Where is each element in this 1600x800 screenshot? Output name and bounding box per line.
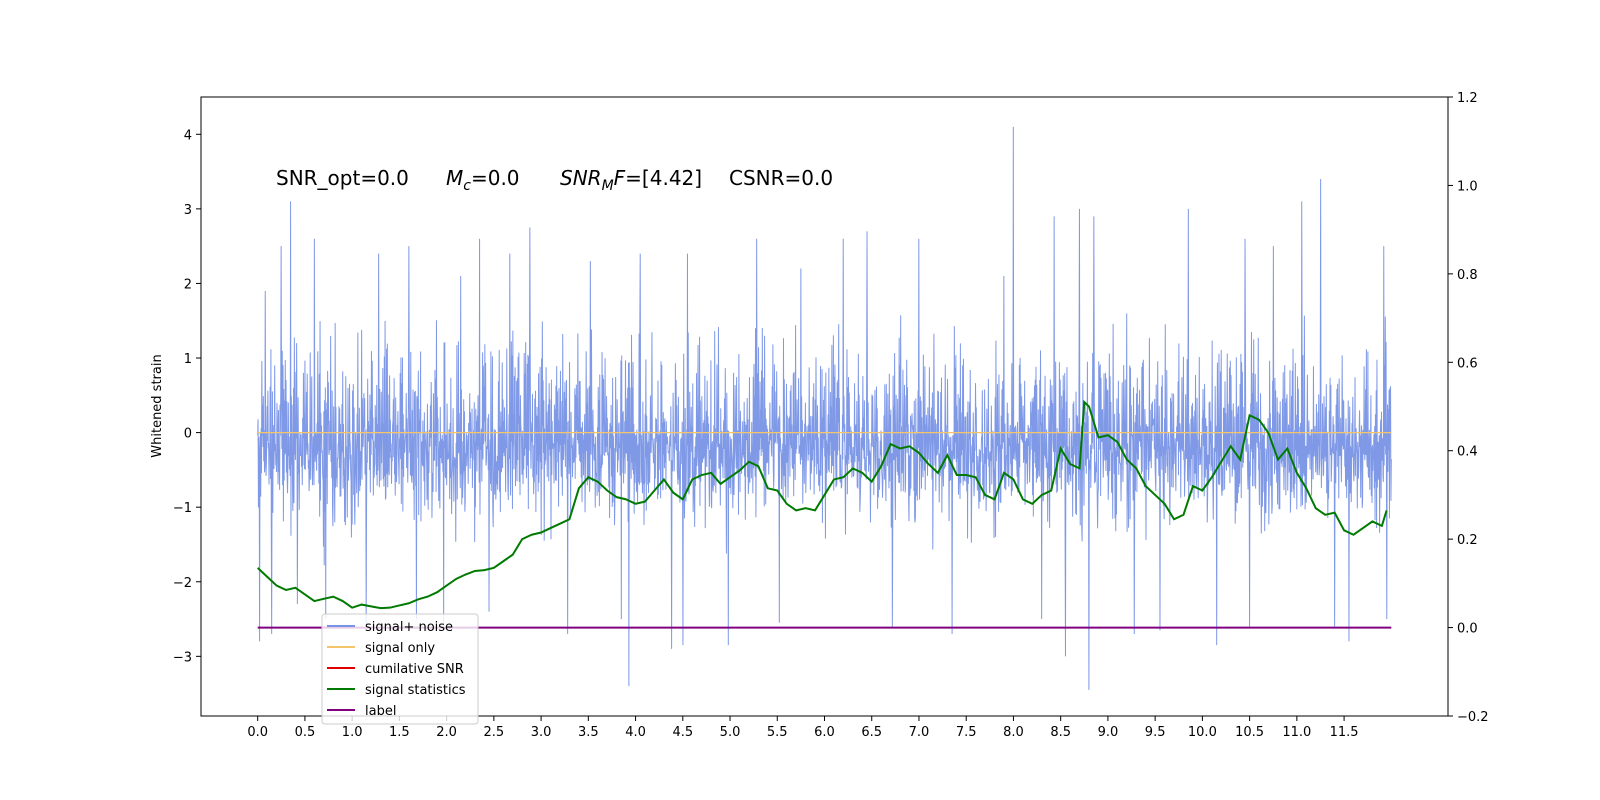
- y-left-tick-label: −1: [173, 501, 192, 516]
- x-axis: 0.0 0.5 1.0 1.5 2.0 2.5 3.0 3.5 4.0 4.5 5.0 5.5 6.0 6…: [247, 716, 1359, 740]
- legend-entry-signal-noise: signal+ noise: [327, 620, 453, 635]
- y-axis-label: Whitened strain: [150, 354, 165, 457]
- legend-label-signal-noise: signal+ noise: [365, 620, 453, 635]
- x-tick-label: 4.5: [672, 725, 693, 740]
- legend-entry-signal-only: signal only: [327, 641, 435, 656]
- y-right-tick-label: 0.8: [1457, 268, 1478, 283]
- legend-entry-label: label: [327, 704, 396, 719]
- y-left-tick-label: 1: [184, 352, 192, 367]
- y-axis-left: 4 3 2 1 0 −1 −2 −3: [173, 128, 201, 665]
- x-tick-label: 6.0: [814, 725, 835, 740]
- y-left-tick-label: 0: [184, 427, 192, 442]
- annotation-snr-opt: SNR_opt=0.0: [276, 166, 409, 190]
- x-tick-label: 2.0: [436, 725, 457, 740]
- x-tick-label: 3.0: [531, 725, 552, 740]
- legend-label-signal-only: signal only: [365, 641, 435, 656]
- y-right-tick-label: −0.2: [1457, 710, 1489, 725]
- legend-entry-cumilative-snr: cumilative SNR: [327, 662, 464, 677]
- y-right-tick-label: 1.0: [1457, 179, 1478, 194]
- legend-label-cumilative-snr: cumilative SNR: [365, 662, 464, 677]
- y-left-tick-label: −2: [173, 576, 192, 591]
- series-signal-statistics: [256, 399, 1388, 610]
- x-tick-label: 8.5: [1050, 725, 1071, 740]
- legend-entry-signal-statistics: signal statistics: [327, 683, 466, 698]
- x-tick-label: 9.0: [1098, 725, 1119, 740]
- legend-label-label: label: [365, 704, 396, 719]
- x-tick-label: 7.0: [909, 725, 930, 740]
- x-tick-label: 2.5: [484, 725, 505, 740]
- x-tick-label: 11.5: [1330, 725, 1359, 740]
- annotation-csnr: CSNR=0.0: [729, 166, 833, 190]
- y-right-tick-label: 1.2: [1457, 91, 1478, 106]
- y-right-tick-label: 0.2: [1457, 533, 1478, 548]
- legend: signal+ noise signal only cumilative SNR…: [321, 613, 479, 725]
- x-tick-label: 1.0: [342, 725, 363, 740]
- annotation-row: SNR_opt=0.0 Mc=0.0 SNRMF=[4.42] CSNR=0.0: [276, 166, 833, 194]
- y-right-tick-label: 0.4: [1457, 445, 1478, 460]
- y-axis-right: 1.2 1.0 0.8 0.6 0.4 0.2 0.0 −0.2: [1448, 91, 1489, 725]
- x-tick-label: 7.5: [956, 725, 977, 740]
- y-left-tick-label: 3: [184, 203, 192, 218]
- x-tick-label: 5.0: [720, 725, 741, 740]
- y-left-tick-label: 4: [184, 128, 192, 143]
- y-left-tick-label: −3: [173, 650, 192, 665]
- x-tick-label: 0.0: [247, 725, 268, 740]
- y-right-tick-label: 0.0: [1457, 622, 1478, 637]
- legend-label-signal-statistics: signal statistics: [365, 683, 466, 698]
- x-tick-label: 5.5: [767, 725, 788, 740]
- x-tick-label: 10.5: [1235, 725, 1264, 740]
- noise-series-layer: [257, 126, 1392, 690]
- x-tick-label: 10.0: [1188, 725, 1217, 740]
- x-tick-label: 1.5: [389, 725, 410, 740]
- series-signal-noise: [257, 126, 1392, 690]
- y-left-tick-label: 2: [184, 277, 192, 292]
- y-right-tick-label: 0.6: [1457, 356, 1478, 371]
- x-tick-label: 0.5: [295, 725, 316, 740]
- x-tick-label: 9.5: [1145, 725, 1166, 740]
- legend-box: [321, 613, 479, 725]
- x-tick-label: 3.5: [578, 725, 599, 740]
- x-tick-label: 4.0: [625, 725, 646, 740]
- x-tick-label: 6.5: [861, 725, 882, 740]
- annotation-snr-mf: SNRMF=[4.42]: [560, 166, 702, 194]
- annotation-mc: Mc=0.0: [446, 166, 520, 194]
- x-tick-label: 8.0: [1003, 725, 1024, 740]
- x-tick-label: 11.0: [1282, 725, 1311, 740]
